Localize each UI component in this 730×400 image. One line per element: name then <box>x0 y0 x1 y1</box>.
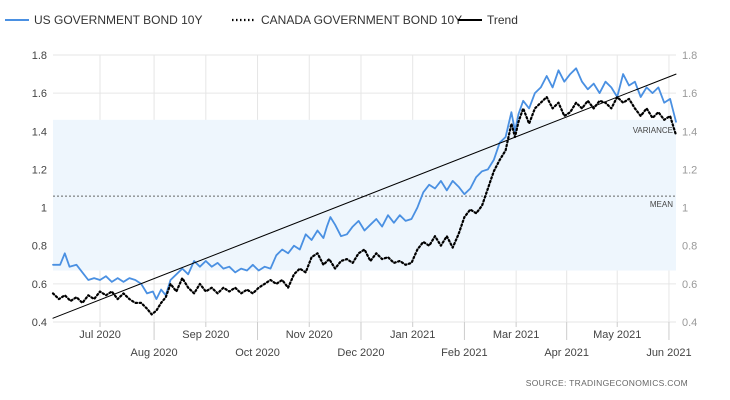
legend-us-bond-label: US GOVERNMENT BOND 10Y <box>34 13 202 27</box>
legend-trend-label: Trend <box>487 13 518 27</box>
y-tick-label-left: 1.4 <box>32 126 47 138</box>
x-tick-label: Jul 2020 <box>79 329 121 341</box>
legend: US GOVERNMENT BOND 10Y CANADA GOVERNMENT … <box>5 13 518 27</box>
x-tick-label: Nov 2020 <box>286 329 333 341</box>
y-tick-label-left: 1.2 <box>32 164 47 176</box>
us-bond-line <box>52 67 677 301</box>
y-tick-label-left: 1 <box>41 203 47 215</box>
y-tick-label-right: 1.6 <box>682 88 697 100</box>
reference-lines-layer: MEAN <box>53 195 676 209</box>
y-tick-label-left: 1.6 <box>32 88 47 100</box>
axes-layer: 0.4 0.4 0.6 0.6 0.8 0.8 1 1 1.2 1.2 1.4 1.4 1.6 1.6 1.… <box>32 50 698 359</box>
series-layer <box>51 67 678 319</box>
y-tick-label-left: 0.6 <box>32 279 47 291</box>
y-tick-label-right: 1.2 <box>682 164 697 176</box>
y-tick-label-right: 1 <box>682 203 688 215</box>
source-label: SOURCE: TRADINGECONOMICS.COM <box>526 378 688 388</box>
x-tick-label: Oct 2020 <box>235 347 280 359</box>
y-tick-label-right: 1.4 <box>682 126 697 138</box>
y-tick-label-right: 0.6 <box>682 279 697 291</box>
legend-canada-bond-label: CANADA GOVERNMENT BOND 10Y <box>261 13 462 27</box>
variance-label: VARIANCE <box>633 126 673 135</box>
y-tick-label-left: 1.8 <box>32 50 47 62</box>
x-tick-label: Jun 2021 <box>646 347 691 359</box>
x-tick-label: Feb 2021 <box>441 347 487 359</box>
canada-bond-line <box>51 95 678 316</box>
x-tick-label: Aug 2020 <box>131 347 178 359</box>
variance-band-layer: VARIANCE <box>53 119 676 271</box>
x-tick-label: Apr 2021 <box>544 347 589 359</box>
variance-band <box>53 119 676 271</box>
y-tick-label-right: 0.8 <box>682 241 697 253</box>
x-tick-label: Mar 2021 <box>493 329 539 341</box>
y-tick-label-left: 0.4 <box>32 317 47 329</box>
mean-label: MEAN <box>650 200 673 209</box>
y-tick-label-right: 0.4 <box>682 317 697 329</box>
trend-line <box>52 73 677 319</box>
x-tick-label: Dec 2020 <box>337 347 384 359</box>
y-tick-label-left: 0.8 <box>32 241 47 253</box>
x-tick-label: Sep 2020 <box>182 329 229 341</box>
x-tick-label: May 2021 <box>593 329 641 341</box>
y-tick-label-right: 1.8 <box>682 50 697 62</box>
x-tick-label: Jan 2021 <box>390 329 435 341</box>
